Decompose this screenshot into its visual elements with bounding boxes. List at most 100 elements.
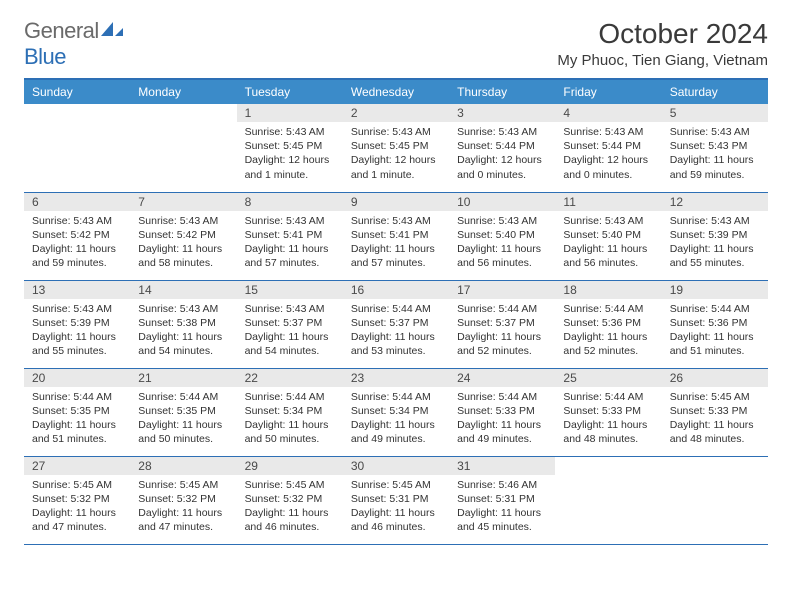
day-details: Sunrise: 5:44 AMSunset: 5:35 PMDaylight:… [24, 387, 130, 451]
day-details: Sunrise: 5:44 AMSunset: 5:33 PMDaylight:… [449, 387, 555, 451]
calendar-table: SundayMondayTuesdayWednesdayThursdayFrid… [24, 78, 768, 545]
logo-part1: General [24, 18, 99, 43]
calendar-day-cell: 22Sunrise: 5:44 AMSunset: 5:34 PMDayligh… [237, 368, 343, 456]
calendar-day-cell: 21Sunrise: 5:44 AMSunset: 5:35 PMDayligh… [130, 368, 236, 456]
day-details: Sunrise: 5:43 AMSunset: 5:42 PMDaylight:… [24, 211, 130, 275]
sunset-line: Sunset: 5:45 PM [245, 139, 335, 153]
sunrise-line: Sunrise: 5:43 AM [563, 125, 653, 139]
sunset-line: Sunset: 5:39 PM [670, 228, 760, 242]
day-details: Sunrise: 5:44 AMSunset: 5:34 PMDaylight:… [343, 387, 449, 451]
daylight-line: Daylight: 11 hours and 56 minutes. [457, 242, 547, 270]
calendar-day-cell: .. [130, 104, 236, 192]
calendar-day-cell: 5Sunrise: 5:43 AMSunset: 5:43 PMDaylight… [662, 104, 768, 192]
sunset-line: Sunset: 5:39 PM [32, 316, 122, 330]
calendar-week-row: 20Sunrise: 5:44 AMSunset: 5:35 PMDayligh… [24, 368, 768, 456]
daylight-line: Daylight: 12 hours and 0 minutes. [563, 153, 653, 181]
calendar-week-row: 13Sunrise: 5:43 AMSunset: 5:39 PMDayligh… [24, 280, 768, 368]
sunset-line: Sunset: 5:40 PM [457, 228, 547, 242]
calendar-day-cell: 15Sunrise: 5:43 AMSunset: 5:37 PMDayligh… [237, 280, 343, 368]
day-number: 7 [130, 193, 236, 211]
day-number: 24 [449, 369, 555, 387]
day-number: 11 [555, 193, 661, 211]
day-number: 25 [555, 369, 661, 387]
day-details: Sunrise: 5:46 AMSunset: 5:31 PMDaylight:… [449, 475, 555, 539]
day-number: 18 [555, 281, 661, 299]
sunset-line: Sunset: 5:31 PM [351, 492, 441, 506]
day-number: 1 [237, 104, 343, 122]
calendar-day-cell: 16Sunrise: 5:44 AMSunset: 5:37 PMDayligh… [343, 280, 449, 368]
day-number: 31 [449, 457, 555, 475]
calendar-week-row: 27Sunrise: 5:45 AMSunset: 5:32 PMDayligh… [24, 456, 768, 544]
sunrise-line: Sunrise: 5:43 AM [670, 214, 760, 228]
sunrise-line: Sunrise: 5:43 AM [351, 125, 441, 139]
day-number: 10 [449, 193, 555, 211]
sunset-line: Sunset: 5:41 PM [245, 228, 335, 242]
day-number: 14 [130, 281, 236, 299]
sunrise-line: Sunrise: 5:46 AM [457, 478, 547, 492]
calendar-day-cell: 8Sunrise: 5:43 AMSunset: 5:41 PMDaylight… [237, 192, 343, 280]
calendar-day-cell: 26Sunrise: 5:45 AMSunset: 5:33 PMDayligh… [662, 368, 768, 456]
sunset-line: Sunset: 5:38 PM [138, 316, 228, 330]
sunset-line: Sunset: 5:32 PM [32, 492, 122, 506]
day-details: Sunrise: 5:43 AMSunset: 5:41 PMDaylight:… [343, 211, 449, 275]
sail-icon [99, 18, 125, 36]
day-number: 5 [662, 104, 768, 122]
day-details: Sunrise: 5:45 AMSunset: 5:31 PMDaylight:… [343, 475, 449, 539]
daylight-line: Daylight: 11 hours and 48 minutes. [670, 418, 760, 446]
daylight-line: Daylight: 11 hours and 57 minutes. [351, 242, 441, 270]
sunset-line: Sunset: 5:37 PM [245, 316, 335, 330]
daylight-line: Daylight: 11 hours and 49 minutes. [351, 418, 441, 446]
daylight-line: Daylight: 11 hours and 58 minutes. [138, 242, 228, 270]
calendar-day-cell: 2Sunrise: 5:43 AMSunset: 5:45 PMDaylight… [343, 104, 449, 192]
weekday-header: Thursday [449, 79, 555, 104]
calendar-day-cell: 27Sunrise: 5:45 AMSunset: 5:32 PMDayligh… [24, 456, 130, 544]
daylight-line: Daylight: 11 hours and 59 minutes. [670, 153, 760, 181]
weekday-header: Wednesday [343, 79, 449, 104]
calendar-day-cell: 3Sunrise: 5:43 AMSunset: 5:44 PMDaylight… [449, 104, 555, 192]
sunset-line: Sunset: 5:34 PM [245, 404, 335, 418]
calendar-day-cell: 19Sunrise: 5:44 AMSunset: 5:36 PMDayligh… [662, 280, 768, 368]
day-details: Sunrise: 5:43 AMSunset: 5:44 PMDaylight:… [449, 122, 555, 186]
weekday-header-row: SundayMondayTuesdayWednesdayThursdayFrid… [24, 79, 768, 104]
calendar-day-cell: 17Sunrise: 5:44 AMSunset: 5:37 PMDayligh… [449, 280, 555, 368]
sunrise-line: Sunrise: 5:44 AM [351, 390, 441, 404]
location: My Phuoc, Tien Giang, Vietnam [557, 52, 768, 69]
calendar-day-cell: 13Sunrise: 5:43 AMSunset: 5:39 PMDayligh… [24, 280, 130, 368]
day-details: Sunrise: 5:43 AMSunset: 5:41 PMDaylight:… [237, 211, 343, 275]
daylight-line: Daylight: 11 hours and 50 minutes. [245, 418, 335, 446]
sunset-line: Sunset: 5:41 PM [351, 228, 441, 242]
daylight-line: Daylight: 11 hours and 46 minutes. [245, 506, 335, 534]
sunrise-line: Sunrise: 5:44 AM [32, 390, 122, 404]
calendar-day-cell: 20Sunrise: 5:44 AMSunset: 5:35 PMDayligh… [24, 368, 130, 456]
sunset-line: Sunset: 5:33 PM [670, 404, 760, 418]
sunset-line: Sunset: 5:44 PM [563, 139, 653, 153]
day-number: 12 [662, 193, 768, 211]
sunset-line: Sunset: 5:35 PM [138, 404, 228, 418]
day-number: 29 [237, 457, 343, 475]
daylight-line: Daylight: 11 hours and 54 minutes. [138, 330, 228, 358]
sunrise-line: Sunrise: 5:43 AM [245, 214, 335, 228]
sunset-line: Sunset: 5:34 PM [351, 404, 441, 418]
daylight-line: Daylight: 11 hours and 55 minutes. [32, 330, 122, 358]
day-details: Sunrise: 5:44 AMSunset: 5:34 PMDaylight:… [237, 387, 343, 451]
sunset-line: Sunset: 5:45 PM [351, 139, 441, 153]
calendar-day-cell: 1Sunrise: 5:43 AMSunset: 5:45 PMDaylight… [237, 104, 343, 192]
header: GeneralBlue October 2024 My Phuoc, Tien … [24, 18, 768, 70]
day-details: Sunrise: 5:44 AMSunset: 5:36 PMDaylight:… [555, 299, 661, 363]
sunrise-line: Sunrise: 5:45 AM [245, 478, 335, 492]
calendar-day-cell: 7Sunrise: 5:43 AMSunset: 5:42 PMDaylight… [130, 192, 236, 280]
daylight-line: Daylight: 11 hours and 46 minutes. [351, 506, 441, 534]
daylight-line: Daylight: 11 hours and 59 minutes. [32, 242, 122, 270]
day-number: 9 [343, 193, 449, 211]
sunset-line: Sunset: 5:31 PM [457, 492, 547, 506]
calendar-week-row: ....1Sunrise: 5:43 AMSunset: 5:45 PMDayl… [24, 104, 768, 192]
calendar-day-cell: 24Sunrise: 5:44 AMSunset: 5:33 PMDayligh… [449, 368, 555, 456]
logo-text: GeneralBlue [24, 18, 125, 70]
sunrise-line: Sunrise: 5:44 AM [457, 302, 547, 316]
sunset-line: Sunset: 5:43 PM [670, 139, 760, 153]
day-details: Sunrise: 5:44 AMSunset: 5:33 PMDaylight:… [555, 387, 661, 451]
sunset-line: Sunset: 5:37 PM [351, 316, 441, 330]
sunrise-line: Sunrise: 5:43 AM [563, 214, 653, 228]
day-number: 8 [237, 193, 343, 211]
day-details: Sunrise: 5:44 AMSunset: 5:37 PMDaylight:… [343, 299, 449, 363]
